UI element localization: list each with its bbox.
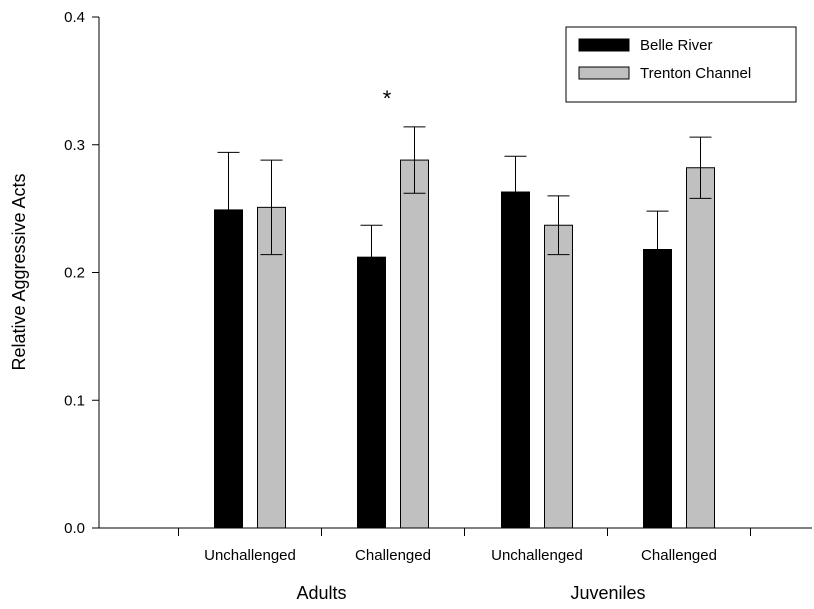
y-tick-label: 0.3 — [64, 137, 85, 154]
bars — [214, 159, 715, 529]
bar-trenton-channel — [544, 224, 573, 529]
y-tick-label: 0.0 — [64, 520, 85, 537]
bar-trenton-channel — [400, 159, 429, 529]
x-tick-label: Unchallenged — [491, 547, 583, 564]
bar-belle-river — [501, 191, 530, 529]
group-label: Adults — [296, 583, 346, 603]
bar-belle-river — [643, 249, 672, 529]
x-tick-label: Challenged — [355, 547, 431, 564]
y-tick-label: 0.1 — [64, 392, 85, 409]
bar-belle-river — [214, 209, 243, 529]
bar-belle-river — [357, 256, 386, 529]
y-axis-label: Relative Aggressive Acts — [9, 173, 29, 370]
significance-annotation: * — [383, 86, 392, 111]
legend-label: Belle River — [640, 37, 713, 54]
bar-trenton-channel — [257, 206, 286, 529]
error-bars — [217, 126, 712, 258]
y-tick-label: 0.4 — [64, 9, 85, 26]
legend-swatch — [578, 38, 630, 52]
labels: Unchallenged Challenged Unchallenged Challe… — [204, 86, 717, 603]
y-tick-label: 0.2 — [64, 265, 85, 282]
bar-trenton-channel — [686, 167, 715, 529]
group-label: Juveniles — [570, 583, 645, 603]
x-tick-label: Unchallenged — [204, 547, 296, 564]
x-tick-label: Challenged — [641, 547, 717, 564]
legend-label: Trenton Channel — [640, 65, 751, 82]
legend-swatch — [578, 66, 630, 80]
legend: Belle River Trenton Channel — [565, 26, 797, 103]
